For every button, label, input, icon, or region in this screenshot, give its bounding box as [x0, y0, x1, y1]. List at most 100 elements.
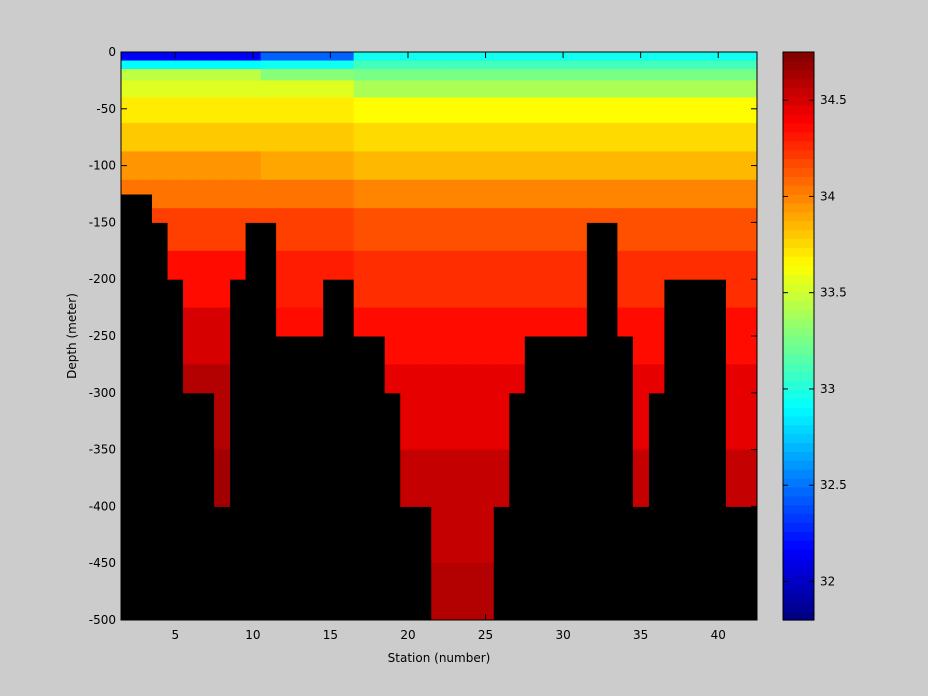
- heatmap-cell: [400, 307, 417, 365]
- colorbar-band: [783, 522, 814, 532]
- heatmap-cell: [741, 69, 758, 81]
- heatmap-cell: [260, 60, 277, 70]
- heatmap-cell: [601, 179, 618, 209]
- heatmap-cell: [214, 151, 231, 181]
- heatmap-cell: [198, 179, 215, 209]
- heatmap-cell: [694, 151, 711, 181]
- heatmap-cell: [214, 52, 231, 62]
- heatmap-cell: [245, 208, 262, 223]
- heatmap-cell: [121, 52, 138, 62]
- heatmap-cell: [555, 250, 572, 309]
- colorbar-band: [783, 78, 814, 89]
- colorbar-band: [783, 575, 814, 586]
- heatmap-cell: [679, 179, 696, 209]
- heatmap-cell: [307, 151, 324, 181]
- heatmap-cell: [725, 179, 742, 209]
- heatmap-cell: [307, 179, 324, 209]
- heatmap-cell: [198, 307, 215, 365]
- heatmap-cell: [260, 69, 277, 81]
- heatmap-cell: [384, 250, 401, 309]
- heatmap-cell: [415, 364, 432, 451]
- heatmap-cell: [570, 179, 587, 209]
- heatmap-cell: [477, 208, 494, 252]
- heatmap-cell: [493, 60, 510, 70]
- heatmap-cell: [152, 52, 169, 62]
- heatmap-cell: [694, 208, 711, 252]
- heatmap-cell: [617, 97, 634, 124]
- heatmap-cell: [477, 250, 494, 309]
- heatmap-cell: [322, 208, 339, 252]
- heatmap-cell: [462, 307, 479, 365]
- heatmap-cell: [493, 151, 510, 181]
- heatmap-cell: [570, 60, 587, 70]
- heatmap-cell: [539, 97, 556, 124]
- heatmap-cell: [353, 97, 370, 124]
- heatmap-cell: [725, 52, 742, 62]
- heatmap-cell: [679, 208, 696, 252]
- colorbar-band: [783, 486, 814, 497]
- heatmap-cell: [493, 307, 510, 365]
- heatmap-cell: [539, 151, 556, 181]
- heatmap-cell: [384, 179, 401, 209]
- heatmap-cell: [384, 97, 401, 124]
- heatmap-cell: [586, 52, 603, 62]
- heatmap-cell: [446, 60, 463, 70]
- heatmap-cell: [477, 563, 494, 621]
- heatmap-cell: [276, 80, 293, 98]
- heatmap-cell: [353, 151, 370, 181]
- heatmap-cell: [431, 364, 448, 451]
- heatmap-cell: [198, 250, 215, 309]
- colorbar-band: [783, 398, 814, 408]
- heatmap-cell: [322, 151, 339, 181]
- heatmap-cell: [183, 123, 200, 152]
- heatmap-cell: [632, 179, 649, 209]
- heatmap-cell: [710, 97, 727, 124]
- heatmap-cell: [121, 179, 138, 195]
- heatmap-cell: [214, 179, 231, 209]
- heatmap-cell: [508, 208, 525, 252]
- heatmap-cell: [136, 69, 153, 81]
- heatmap-cell: [400, 69, 417, 81]
- colorbar-band: [783, 362, 814, 373]
- heatmap-cell: [276, 69, 293, 81]
- heatmap-cell: [555, 80, 572, 98]
- heatmap-cell: [663, 80, 680, 98]
- colorbar-band: [783, 513, 814, 523]
- heatmap-cell: [508, 364, 525, 394]
- heatmap-cell: [446, 80, 463, 98]
- colorbar-band: [783, 433, 814, 444]
- y-tick-label: -500: [89, 613, 116, 627]
- heatmap-cell: [431, 563, 448, 621]
- heatmap-cell: [183, 151, 200, 181]
- heatmap-cell: [586, 60, 603, 70]
- heatmap-cell: [229, 52, 246, 62]
- heatmap-cell: [291, 179, 308, 209]
- heatmap-cell: [136, 97, 153, 124]
- heatmap-cell: [152, 151, 169, 181]
- heatmap-cell: [384, 307, 401, 365]
- heatmap-cell: [307, 60, 324, 70]
- heatmap-cell: [369, 69, 386, 81]
- heatmap-cell: [400, 80, 417, 98]
- colorbar-band: [783, 60, 814, 71]
- colorbar: 32 32.5 33 33.5 34 34.5: [782, 51, 847, 621]
- heatmap-cell: [431, 208, 448, 252]
- heatmap-cell: [477, 97, 494, 124]
- colorbar-band: [783, 353, 814, 364]
- heatmap-cell: [555, 69, 572, 81]
- heatmap-cell: [446, 563, 463, 621]
- heatmap-cell: [431, 151, 448, 181]
- heatmap-cell: [462, 364, 479, 451]
- heatmap-cell: [214, 80, 231, 98]
- heatmap-cell: [369, 179, 386, 209]
- heatmap-cell: [446, 97, 463, 124]
- heatmap-cell: [353, 250, 370, 309]
- x-axis-label: Station (number): [388, 651, 491, 665]
- heatmap-cell: [136, 52, 153, 62]
- heatmap-cell: [648, 80, 665, 98]
- heatmap-cell: [353, 60, 370, 70]
- heatmap-cell: [524, 69, 541, 81]
- heatmap-cell: [291, 52, 308, 62]
- heatmap-cell: [539, 69, 556, 81]
- heatmap-cell: [632, 97, 649, 124]
